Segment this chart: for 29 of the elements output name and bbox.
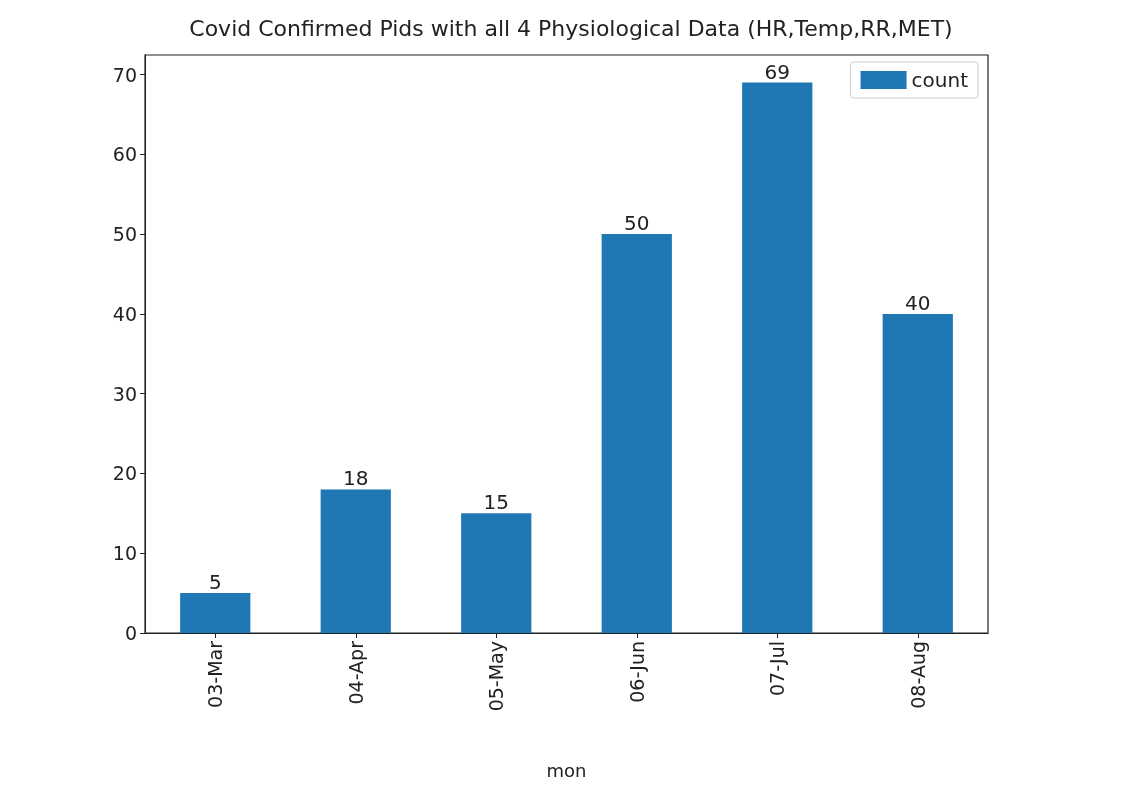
bar: [882, 313, 953, 633]
bar: [601, 234, 672, 633]
bar: [461, 513, 532, 633]
x-tick-label: 06-Jun: [625, 641, 648, 703]
bar: [180, 593, 251, 633]
bar: [320, 489, 391, 633]
y-tick-label: 40: [112, 302, 137, 325]
x-tick-label: 04-Apr: [344, 640, 367, 705]
y-tick-label: 50: [112, 223, 137, 246]
y-tick-label: 20: [112, 462, 137, 485]
x-axis-title: mon: [546, 759, 587, 781]
x-tick-label: 08-Aug: [906, 641, 929, 709]
data-label: 5: [208, 570, 222, 595]
chart-title: Covid Confirmed Pids with all 4 Physiological Data (HR,Temp,RR,MET): [189, 15, 953, 41]
x-tick-label: 07-Jul: [766, 641, 789, 697]
y-tick-label: 70: [112, 63, 137, 86]
data-label: 18: [343, 466, 369, 491]
legend-label: count: [911, 68, 969, 92]
data-label: 40: [905, 290, 931, 315]
data-label: 50: [624, 211, 650, 236]
y-tick-label: 10: [112, 542, 137, 565]
x-tick-label: 03-Mar: [204, 640, 227, 708]
y-tick-label: 0: [124, 622, 137, 644]
bar: [742, 82, 813, 633]
y-tick-label: 30: [112, 382, 137, 405]
data-label: 69: [764, 59, 790, 84]
x-tick-label: 05-May: [485, 641, 508, 712]
y-tick-label: 60: [112, 143, 137, 166]
data-label: 15: [483, 490, 509, 515]
